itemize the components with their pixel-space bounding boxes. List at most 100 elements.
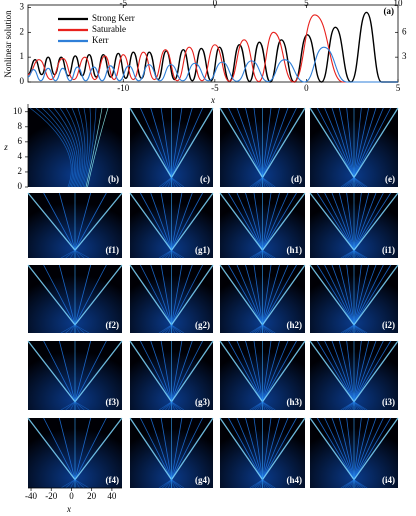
beam [171, 340, 193, 402]
beam [171, 177, 185, 188]
beam [168, 479, 172, 489]
panel-label: (i3) [382, 397, 395, 407]
beam [171, 107, 203, 178]
beam [71, 107, 84, 188]
beam [236, 107, 263, 178]
beam [70, 479, 76, 489]
beam [140, 417, 172, 480]
beam [171, 249, 185, 259]
beam [150, 264, 172, 325]
panel-label: (d) [291, 174, 302, 184]
beam [228, 340, 263, 402]
z-tick-label: 4 [18, 151, 23, 161]
beam [257, 401, 263, 411]
beam [340, 249, 355, 259]
beam [129, 340, 173, 403]
beam [340, 177, 355, 188]
beam [316, 340, 355, 402]
beam [158, 324, 172, 334]
beam [219, 264, 264, 326]
beam [245, 264, 263, 325]
beam [171, 264, 183, 325]
beam [65, 401, 76, 411]
beam [74, 324, 85, 334]
beam [74, 192, 123, 251]
beam [331, 417, 355, 480]
beam [249, 479, 263, 489]
beam [161, 177, 172, 188]
beam [353, 417, 384, 480]
beam [140, 107, 172, 178]
panel-label: (g3) [195, 397, 210, 407]
beam [262, 324, 268, 334]
beam [228, 192, 263, 251]
beam [309, 264, 355, 326]
beam [171, 177, 182, 188]
beam [219, 192, 264, 251]
beam [353, 340, 370, 402]
beam [58, 264, 76, 325]
beam [74, 417, 92, 480]
beam [74, 479, 85, 489]
beam [129, 417, 173, 480]
beam [262, 107, 272, 178]
beam [324, 264, 355, 326]
beam [171, 324, 175, 334]
beam [168, 177, 172, 188]
beam [77, 107, 86, 188]
beam [236, 417, 263, 480]
beam [257, 177, 263, 188]
beam [262, 192, 272, 251]
beam [140, 340, 172, 402]
beam [353, 264, 399, 326]
y-tick-label: 3 [20, 2, 25, 12]
beam [262, 177, 276, 188]
beam [262, 249, 276, 259]
beam [74, 264, 107, 326]
beam [261, 264, 306, 326]
beam [160, 417, 172, 480]
beam [171, 177, 178, 188]
beam [150, 340, 172, 402]
beam [346, 192, 355, 251]
x-tick-label: -10 [117, 83, 129, 93]
beam [171, 250, 175, 259]
beam [171, 264, 193, 325]
x2-tick-label: 5 [304, 0, 309, 8]
beam [74, 417, 107, 480]
y2-tick-label: 3 [402, 51, 407, 61]
x2-tick-label: 10 [394, 0, 404, 8]
beam [165, 401, 172, 411]
beam [257, 324, 263, 334]
beam [349, 177, 355, 188]
panel-label: (i2) [382, 320, 395, 330]
beam [262, 340, 272, 402]
beam [353, 177, 368, 188]
panel-label: (i1) [382, 245, 395, 255]
x-tick-label: -5 [211, 83, 219, 93]
beam [249, 401, 263, 411]
beam [316, 192, 355, 251]
beam [74, 249, 85, 259]
beam [150, 107, 172, 178]
beam [353, 107, 362, 178]
beam [60, 401, 76, 411]
beam [316, 264, 355, 326]
beam [353, 192, 392, 251]
beam [353, 177, 359, 188]
beam [353, 417, 362, 480]
beam [74, 340, 107, 402]
beam [309, 192, 355, 251]
beam [81, 107, 88, 188]
beam [353, 324, 368, 334]
z-tick-label: 8 [18, 121, 23, 131]
beam [160, 192, 172, 251]
beam [171, 401, 185, 411]
y-tick-label: 1 [20, 51, 25, 61]
beam [171, 417, 183, 480]
beam [353, 264, 392, 326]
beam [309, 417, 355, 480]
beam [353, 264, 384, 326]
beam [74, 249, 90, 259]
beam [262, 107, 289, 178]
